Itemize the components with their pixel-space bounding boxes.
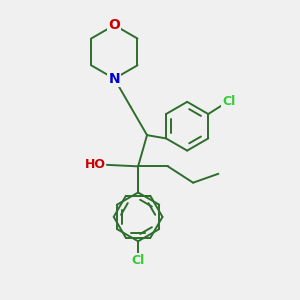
Text: Cl: Cl: [222, 95, 236, 108]
Text: Cl: Cl: [131, 254, 145, 267]
Text: O: O: [108, 18, 120, 32]
Text: HO: HO: [84, 158, 105, 171]
Text: N: N: [109, 72, 120, 86]
